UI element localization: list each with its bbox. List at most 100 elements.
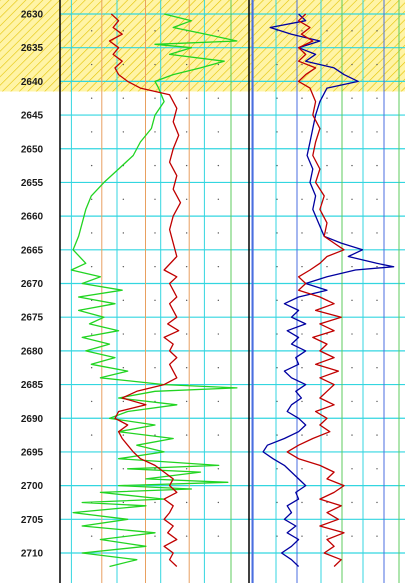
grid-minor-dot: [301, 400, 303, 403]
grid-minor-dot: [326, 131, 328, 133]
grid-minor-dot: [351, 468, 353, 470]
grid-minor-dot: [154, 535, 156, 537]
grid-minor-dot: [122, 400, 125, 403]
grid-minor-dot: [217, 97, 220, 99]
grid-minor-dot: [90, 198, 93, 200]
grid-minor-dot: [301, 232, 303, 234]
grid-minor-dot: [122, 468, 125, 470]
grid-minor-dot: [351, 333, 353, 335]
grid-minor-dot: [217, 198, 220, 200]
grid-minor-dot: [90, 367, 93, 369]
grid-minor-dot: [351, 400, 353, 403]
grid-minor-dot: [185, 164, 188, 167]
grid-minor-dot: [376, 97, 378, 99]
grid-minor-dot: [301, 333, 303, 335]
grid-minor-dot: [301, 30, 303, 32]
grid-minor-dot: [185, 131, 188, 133]
grid-minor-dot: [90, 30, 93, 32]
grid-minor-dot: [351, 367, 353, 369]
grid-minor-dot: [276, 265, 278, 268]
grid-minor-dot: [351, 97, 353, 99]
grid-minor-dot: [301, 434, 303, 436]
grid-minor-dot: [154, 97, 156, 99]
grid-minor-dot: [90, 63, 93, 66]
grid-minor-dot: [185, 501, 188, 504]
grid-minor-dot: [154, 501, 156, 504]
grid-minor-dot: [217, 535, 220, 537]
grid-minor-dot: [90, 434, 93, 436]
grid-minor-dot: [217, 131, 220, 133]
depth-tick-label: 2695: [21, 447, 44, 458]
grid-minor-dot: [90, 333, 93, 335]
grid-minor-dot: [376, 265, 378, 268]
grid-minor-dot: [326, 232, 328, 234]
grid-minor-dot: [376, 400, 378, 403]
grid-minor-dot: [90, 535, 93, 537]
grid-minor-dot: [326, 30, 328, 32]
depth-tick-label: 2670: [21, 279, 44, 290]
depth-tick-label: 2675: [21, 313, 44, 324]
depth-tick-label: 2640: [21, 77, 44, 88]
grid-minor-dot: [351, 299, 353, 302]
depth-tick-label: 2705: [21, 515, 44, 526]
grid-minor-dot: [351, 164, 353, 167]
grid-minor-dot: [276, 501, 278, 504]
grid-minor-dot: [276, 333, 278, 335]
grid-minor-dot: [351, 501, 353, 504]
depth-tick-label: 2630: [21, 10, 44, 21]
grid-minor-dot: [217, 299, 220, 302]
grid-minor-dot: [276, 30, 278, 32]
grid-minor-dot: [154, 131, 156, 133]
grid-minor-dot: [351, 265, 353, 268]
grid-minor-dot: [90, 468, 93, 470]
grid-minor-dot: [276, 434, 278, 436]
grid-minor-dot: [154, 30, 156, 32]
grid-minor-dot: [326, 97, 328, 99]
grid-minor-dot: [376, 299, 378, 302]
grid-minor-dot: [185, 434, 188, 436]
grid-minor-dot: [376, 535, 378, 537]
grid-minor-dot: [276, 468, 278, 470]
grid-minor-dot: [217, 367, 220, 369]
grid-minor-dot: [185, 468, 188, 470]
depth-tick-label: 2680: [21, 346, 44, 357]
grid-minor-dot: [122, 198, 125, 200]
depth-tick-label: 2645: [21, 111, 44, 122]
grid-minor-dot: [301, 501, 303, 504]
grid-minor-dot: [276, 535, 278, 537]
grid-minor-dot: [122, 434, 125, 436]
grid-minor-dot: [154, 333, 156, 335]
grid-minor-dot: [185, 97, 188, 99]
grid-minor-dot: [376, 198, 378, 200]
grid-minor-dot: [217, 30, 220, 32]
grid-minor-dot: [326, 535, 328, 537]
grid-minor-dot: [326, 434, 328, 436]
grid-minor-dot: [276, 232, 278, 234]
depth-tick-label: 2685: [21, 380, 44, 391]
grid-minor-dot: [154, 434, 156, 436]
grid-minor-dot: [122, 333, 125, 335]
grid-minor-dot: [185, 63, 188, 66]
grid-minor-dot: [185, 333, 188, 335]
grid-minor-dot: [351, 30, 353, 32]
grid-minor-dot: [154, 198, 156, 200]
grid-minor-dot: [301, 97, 303, 99]
grid-minor-dot: [376, 367, 378, 369]
grid-minor-dot: [376, 63, 378, 66]
grid-minor-dot: [185, 265, 188, 268]
grid-minor-dot: [217, 265, 220, 268]
log-curve-track-1-1: [70, 13, 238, 568]
grid-minor-dot: [154, 299, 156, 302]
grid-minor-dot: [90, 164, 93, 167]
grid-minor-dot: [276, 97, 278, 99]
grid-minor-dot: [276, 198, 278, 200]
grid-minor-dot: [376, 434, 378, 436]
grid-minor-dot: [122, 30, 125, 32]
grid-minor-dot: [301, 299, 303, 302]
depth-tick-label: 2710: [21, 549, 44, 560]
grid-minor-dot: [154, 367, 156, 369]
grid-minor-dot: [122, 97, 125, 99]
log-curve-track-2-1: [262, 13, 395, 567]
grid-minor-dot: [301, 131, 303, 133]
